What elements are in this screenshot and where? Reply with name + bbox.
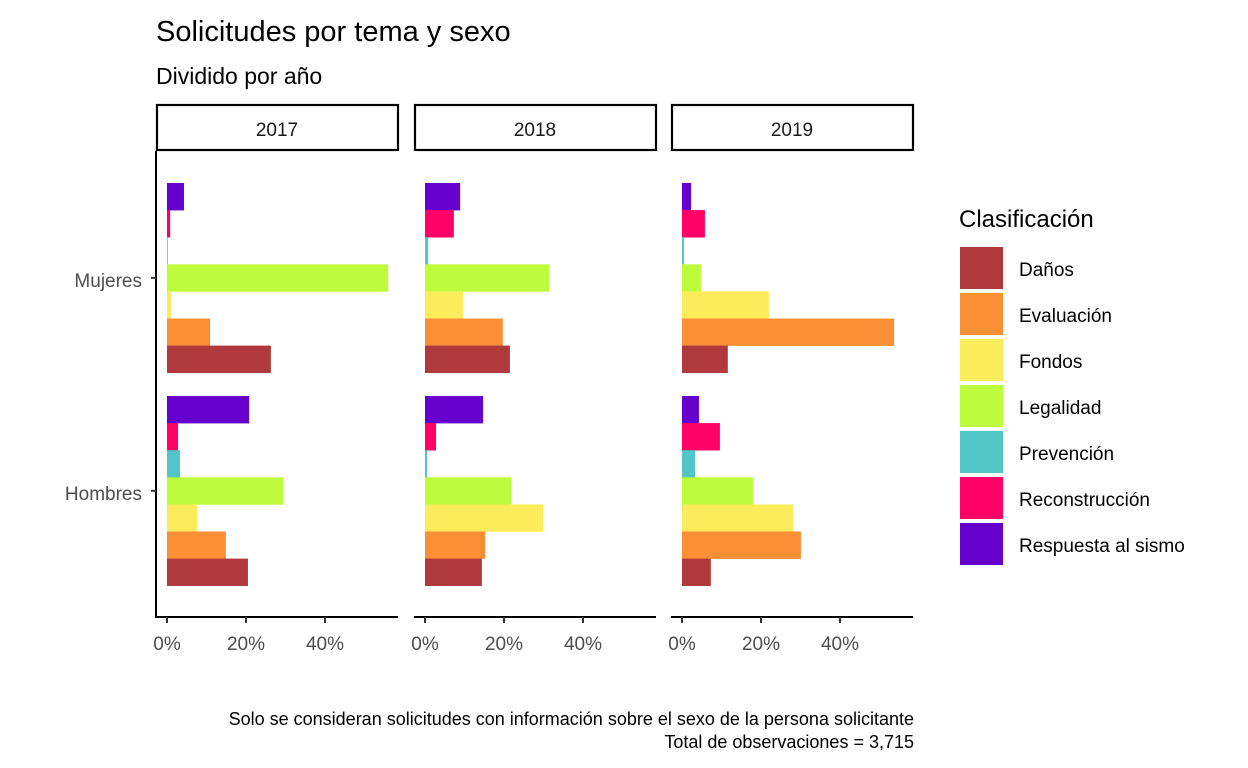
legend-swatch (960, 247, 1003, 289)
panel-2017: 2017 0% 20% 40% (151, 103, 400, 655)
x-tick-label: 40% (306, 634, 344, 655)
legend-item-fondos: Fondos (960, 339, 1082, 381)
bar-2018-mujeres-respuesta-al-sismo (425, 183, 461, 211)
x-tick-label: 0% (411, 634, 439, 655)
legend-swatch (960, 293, 1003, 335)
bar-2018-mujeres-evaluación (425, 318, 503, 346)
bar-2019-hombres-fondos (682, 504, 793, 532)
bar-2017-hombres-prevención (167, 450, 181, 478)
chart-title: Solicitudes por tema y sexo (156, 16, 511, 48)
bar-2018-hombres-evaluación (425, 531, 486, 559)
bar-2019-mujeres-legalidad (682, 264, 701, 292)
y-axis: Mujeres Hombres (65, 271, 142, 505)
legend-label: Fondos (1019, 352, 1082, 373)
facet-strip-2019 (670, 103, 915, 152)
x-tick-label: 0% (153, 634, 181, 655)
legend-item-respuesta-al-sismo: Respuesta al sismo (960, 523, 1185, 565)
bar-2018-mujeres-daños (425, 345, 510, 373)
bar-2017-mujeres-prevención (167, 237, 168, 265)
bar-2017-hombres-reconstrucción (167, 423, 179, 451)
bar-2017-mujeres-daños (167, 345, 271, 373)
bar-2019-mujeres-reconstrucción (682, 210, 705, 238)
legend-label: Daños (1019, 260, 1074, 281)
bar-2017-hombres-evaluación (167, 531, 226, 559)
bar-2017-hombres-respuesta-al-sismo (167, 396, 250, 424)
legend-swatch (960, 523, 1003, 565)
panel-2019: 2019 0% 20% 40% (668, 103, 915, 655)
bar-2017-hombres-fondos (167, 504, 198, 532)
bar-2017-hombres-legalidad (167, 477, 284, 505)
legend-label: Prevención (1019, 444, 1114, 465)
caption-line-1: Solo se consideran solicitudes con infor… (229, 709, 914, 729)
bar-2019-hombres-legalidad (682, 477, 754, 505)
legend-item-reconstrucción: Reconstrucción (960, 477, 1150, 519)
bar-2019-hombres-evaluación (682, 531, 801, 559)
bar-2018-hombres-prevención (425, 450, 427, 478)
bar-2017-hombres-daños (167, 558, 248, 586)
bar-2017-mujeres-respuesta-al-sismo (167, 183, 184, 211)
bar-2019-hombres-reconstrucción (682, 423, 720, 451)
x-tick-label: 20% (485, 634, 523, 655)
legend-swatch (960, 477, 1003, 519)
x-tick-label: 0% (668, 634, 696, 655)
facet-strip-label: 2019 (771, 120, 813, 141)
bar-2018-mujeres-reconstrucción (425, 210, 454, 238)
legend-swatch (960, 431, 1003, 473)
bar-2019-mujeres-prevención (682, 237, 684, 265)
chart-subtitle: Dividido por año (156, 63, 322, 89)
legend-label: Evaluación (1019, 306, 1112, 327)
bar-2019-mujeres-fondos (682, 291, 769, 319)
bar-2019-mujeres-respuesta-al-sismo (682, 183, 692, 211)
bar-2018-hombres-reconstrucción (425, 423, 437, 451)
bar-2019-hombres-respuesta-al-sismo (682, 396, 699, 424)
bar-2018-hombres-fondos (425, 504, 544, 532)
facet-strip-2017 (155, 103, 400, 152)
bar-2017-mujeres-reconstrucción (167, 210, 171, 238)
bar-2019-hombres-daños (682, 558, 711, 586)
legend: Clasificación Daños Evaluación Fondos Legal… (959, 206, 1185, 565)
facet-strip-2018 (413, 103, 658, 152)
x-tick-label: 40% (821, 634, 859, 655)
legend-swatch (960, 385, 1003, 427)
panel-2018: 2018 0% 20% 40% (411, 103, 658, 655)
bar-2018-hombres-daños (425, 558, 482, 586)
facet-panels: 2017 0% 20% 40% 2018 0% 20% 40% 2019 0% 20% 40% (151, 103, 915, 655)
y-tick-label-hombres: Hombres (65, 484, 142, 505)
bar-2018-hombres-respuesta-al-sismo (425, 396, 484, 424)
legend-item-daños: Daños (960, 247, 1074, 289)
legend-label: Reconstrucción (1019, 490, 1150, 511)
bar-2017-mujeres-fondos (167, 291, 171, 319)
legend-item-legalidad: Legalidad (960, 385, 1101, 427)
bar-2019-mujeres-daños (682, 345, 728, 373)
y-tick-label-mujeres: Mujeres (74, 271, 142, 292)
bar-2018-mujeres-fondos (425, 291, 463, 319)
legend-swatch (960, 339, 1003, 381)
legend-label: Legalidad (1019, 398, 1101, 419)
bar-2018-hombres-legalidad (425, 477, 512, 505)
bar-2017-mujeres-evaluación (167, 318, 211, 346)
bar-2019-hombres-prevención (682, 450, 696, 478)
bar-2018-mujeres-prevención (425, 237, 429, 265)
bar-2019-mujeres-evaluación (682, 318, 895, 346)
x-tick-label: 20% (227, 634, 265, 655)
caption-line-2: Total de observaciones = 3,715 (664, 732, 914, 752)
bar-2017-mujeres-legalidad (167, 264, 389, 292)
bar-2018-mujeres-legalidad (425, 264, 550, 292)
legend-title: Clasificación (959, 206, 1094, 233)
legend-item-prevención: Prevención (960, 431, 1114, 473)
x-tick-label: 20% (742, 634, 780, 655)
legend-label: Respuesta al sismo (1019, 536, 1185, 557)
facet-strip-label: 2017 (256, 120, 298, 141)
legend-item-evaluación: Evaluación (960, 293, 1112, 335)
facet-strip-label: 2018 (514, 120, 556, 141)
x-tick-label: 40% (564, 634, 602, 655)
